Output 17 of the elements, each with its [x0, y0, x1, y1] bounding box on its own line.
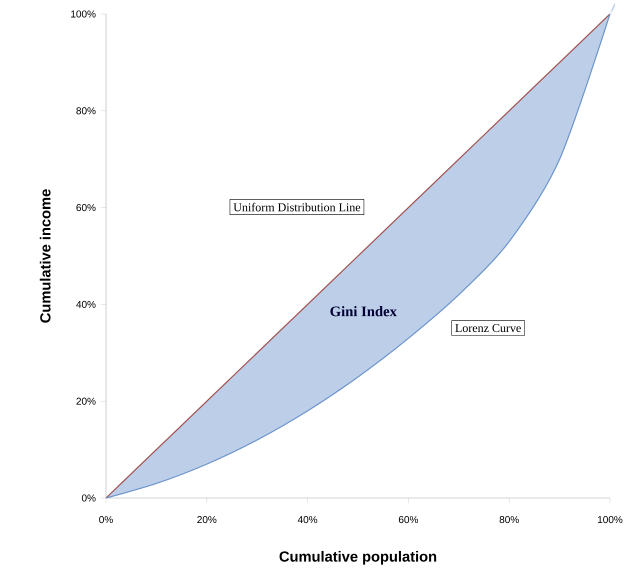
x-tick-label: 0%	[99, 516, 113, 524]
x-tick-label: 40%	[298, 516, 318, 524]
y-tick-label: 40%	[76, 300, 96, 308]
y-tick-label: 0%	[82, 494, 96, 502]
y-tick-label: 60%	[76, 204, 96, 212]
x-tick-label: 60%	[398, 516, 418, 524]
y-tick-label: 20%	[76, 398, 96, 405]
x-tick-label: 20%	[197, 516, 216, 524]
text: Uniform Distribution Line	[234, 202, 360, 212]
y-tick-label: 80%	[76, 107, 96, 114]
x-axis-title: Cumulative population	[280, 550, 436, 565]
y-axis-title: Cumulative income	[40, 189, 51, 323]
x-tick-label: 100%	[598, 516, 622, 524]
x-tick-label: 80%	[500, 516, 519, 524]
y-tick-label: 100%	[71, 10, 96, 18]
series-label: Lorenz Curve	[455, 324, 521, 332]
annotation: Gini Index	[330, 306, 397, 316]
